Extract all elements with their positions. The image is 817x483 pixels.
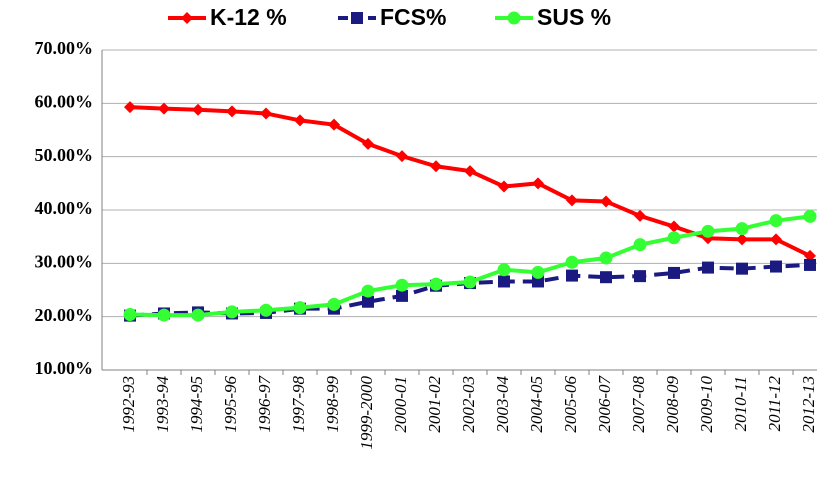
x-tick-label: 2012-13 xyxy=(799,376,817,433)
data-point xyxy=(328,118,340,131)
data-point xyxy=(599,251,613,265)
x-tick-label: 2010-11 xyxy=(731,376,750,431)
data-point xyxy=(429,277,443,291)
data-point xyxy=(565,255,579,269)
x-tick-label: 1995-96 xyxy=(221,376,240,433)
data-point xyxy=(498,180,510,193)
data-point xyxy=(803,209,817,223)
x-tick-label: 2009-10 xyxy=(697,376,716,433)
x-tick-label: 2011-12 xyxy=(765,376,784,432)
data-point xyxy=(226,105,238,118)
data-point xyxy=(532,275,544,288)
legend-label: K-12 % xyxy=(210,4,287,30)
y-tick-label: 20.00% xyxy=(35,305,94,325)
legend-marker xyxy=(507,11,521,25)
data-point xyxy=(497,263,511,277)
data-point xyxy=(634,270,646,283)
data-point xyxy=(361,284,375,298)
data-point xyxy=(600,271,612,284)
data-point xyxy=(395,278,409,292)
data-point xyxy=(327,297,341,311)
data-point xyxy=(158,102,170,115)
data-point xyxy=(804,249,816,262)
data-point xyxy=(396,289,408,302)
y-tick-label: 40.00% xyxy=(35,198,94,218)
x-tick-label: 2008-09 xyxy=(663,376,682,433)
data-point xyxy=(668,220,680,233)
data-point xyxy=(735,222,749,236)
y-tick-label: 60.00% xyxy=(35,91,94,111)
data-point xyxy=(804,258,816,271)
legend-label: SUS % xyxy=(537,4,611,30)
data-point xyxy=(260,107,272,120)
y-tick-label: 70.00% xyxy=(35,38,94,58)
legend-marker xyxy=(181,12,193,24)
x-tick-label: 2006-07 xyxy=(595,375,614,433)
y-tick-label: 10.00% xyxy=(35,358,94,378)
data-point xyxy=(498,275,510,288)
data-point xyxy=(293,301,307,315)
x-tick-label: 2001-02 xyxy=(425,376,444,433)
x-tick-label: 1996-97 xyxy=(255,375,274,433)
y-tick-label: 30.00% xyxy=(35,251,94,271)
legend-marker xyxy=(351,12,363,24)
x-tick-label: 2004-05 xyxy=(527,376,546,433)
data-point xyxy=(225,305,239,319)
x-tick-label: 1998-99 xyxy=(323,376,342,433)
data-point xyxy=(668,266,680,279)
data-point xyxy=(531,265,545,279)
data-point xyxy=(124,101,136,114)
data-point xyxy=(736,262,748,275)
x-tick-label: 2000-01 xyxy=(391,376,410,433)
x-tick-label: 2007-08 xyxy=(629,376,648,433)
data-point xyxy=(566,194,578,207)
data-point xyxy=(702,261,714,274)
x-tick-label: 2002-03 xyxy=(459,376,478,433)
y-tick-label: 50.00% xyxy=(35,145,94,165)
data-point xyxy=(362,295,374,308)
data-point xyxy=(396,150,408,163)
data-point xyxy=(770,233,782,246)
data-point xyxy=(736,233,748,246)
data-point xyxy=(667,231,681,245)
data-point xyxy=(532,177,544,190)
data-point xyxy=(430,160,442,173)
data-point xyxy=(701,224,715,238)
data-point xyxy=(634,209,646,222)
data-point xyxy=(362,137,374,150)
x-tick-label: 1992-93 xyxy=(119,376,138,433)
x-tick-label: 2003-04 xyxy=(493,376,512,433)
data-point xyxy=(191,308,205,322)
x-tick-label: 1997-98 xyxy=(289,376,308,433)
data-point xyxy=(157,308,171,322)
data-point xyxy=(566,269,578,282)
data-point xyxy=(463,275,477,289)
data-point xyxy=(294,114,306,127)
legend-label: FCS% xyxy=(380,4,446,30)
data-point xyxy=(192,103,204,116)
data-point xyxy=(633,238,647,252)
x-tick-label: 1993-94 xyxy=(153,376,172,433)
data-point xyxy=(123,308,137,322)
x-tick-label: 1994-95 xyxy=(187,376,206,433)
data-point xyxy=(769,214,783,228)
data-point xyxy=(259,303,273,317)
x-tick-label: 1999-2000 xyxy=(357,376,376,450)
data-point xyxy=(464,165,476,178)
data-point xyxy=(600,195,612,208)
data-point xyxy=(770,260,782,273)
x-tick-label: 2005-06 xyxy=(561,376,580,433)
